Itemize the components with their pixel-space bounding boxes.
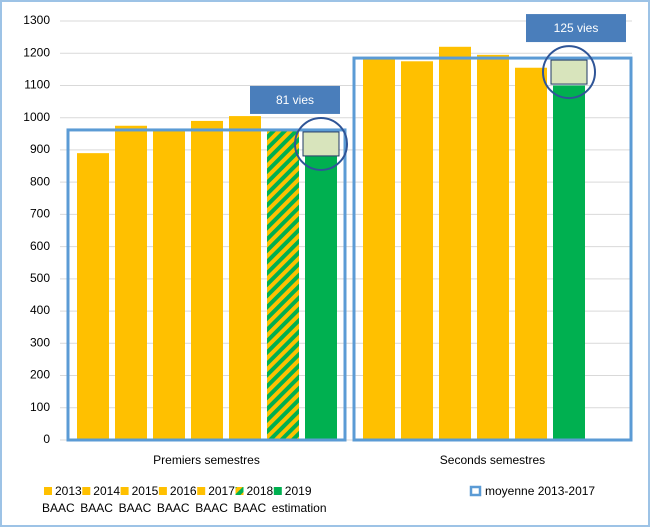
average-box [352, 56, 633, 442]
legend-label: 2017 BAAC [195, 484, 235, 515]
legend-line: BAAC [157, 501, 190, 515]
y-tick-label: 1200 [23, 45, 50, 59]
gap-circle [542, 45, 596, 100]
legend-line: 2017 [208, 484, 235, 498]
legend-line: BAAC [42, 501, 75, 515]
annotation-box [526, 14, 626, 43]
y-tick-label: 700 [30, 207, 50, 221]
x-tick-label: Premiers semestres [153, 453, 260, 467]
bar [515, 67, 547, 440]
bar [477, 54, 509, 440]
bar [191, 120, 223, 441]
gap-circle [294, 116, 348, 171]
legend-swatch [120, 487, 129, 495]
gap-square [550, 59, 588, 85]
legend-line: BAAC [119, 501, 152, 515]
legend-line: 2014 [93, 484, 120, 498]
legend-line: 2016 [170, 484, 197, 498]
legend-label: 2015 BAAC [119, 484, 159, 515]
legend-swatch [235, 487, 244, 495]
y-tick-label: 200 [30, 368, 50, 382]
annotation: 81 vies [276, 93, 314, 107]
legend-label: 2014 BAAC [80, 484, 120, 515]
y-tick-label: 1100 [24, 78, 50, 92]
legend-line: 2019 [285, 484, 312, 498]
legend-label: 2013 BAAC [42, 484, 82, 515]
y-tick-label: 500 [30, 271, 50, 285]
y-tick-label: 400 [30, 303, 50, 317]
legend-swatch [82, 487, 91, 495]
y-tick-label: 600 [30, 239, 50, 253]
legend-line: estimation [272, 501, 327, 515]
legend-line: 2015 [132, 484, 159, 498]
y-tick-label: 300 [30, 335, 50, 349]
bar [553, 85, 585, 440]
legend-label: 2019 estimation [272, 484, 327, 515]
y-tick-label: 900 [30, 142, 50, 156]
gap-square [302, 131, 340, 157]
bar [77, 153, 109, 440]
legend-line: BAAC [80, 501, 113, 515]
legend-swatch [197, 487, 206, 495]
legend-line: BAAC [234, 501, 267, 515]
annotation: 125 vies [554, 21, 599, 35]
y-tick-label: 100 [30, 400, 50, 414]
bar [401, 61, 433, 441]
y-tick-label: 800 [30, 174, 50, 188]
bar [305, 156, 337, 440]
bar [153, 130, 185, 441]
legend-label: moyenne 2013-2017 [485, 484, 595, 498]
bar [363, 58, 395, 441]
legend-line: 2013 [55, 484, 82, 498]
y-tick-label: 0 [43, 432, 50, 446]
bar [115, 125, 147, 440]
y-tick-label: 1000 [23, 110, 50, 124]
annotation-box [250, 85, 340, 114]
y-tick-label: 1300 [23, 13, 50, 27]
bar [267, 130, 299, 441]
legend-swatch [469, 485, 482, 497]
legend-line: BAAC [195, 501, 228, 515]
legend-swatch [273, 487, 282, 495]
legend-label: 2018 BAAC [234, 484, 274, 515]
legend-swatch [44, 487, 52, 495]
legend-label: 2016 BAAC [157, 484, 197, 515]
x-tick-label: Seconds semestres [440, 453, 545, 467]
bar [439, 46, 471, 441]
bar [229, 116, 261, 440]
legend-swatch [158, 487, 167, 495]
average-box [66, 128, 347, 442]
legend-line: 2018 [247, 484, 274, 498]
